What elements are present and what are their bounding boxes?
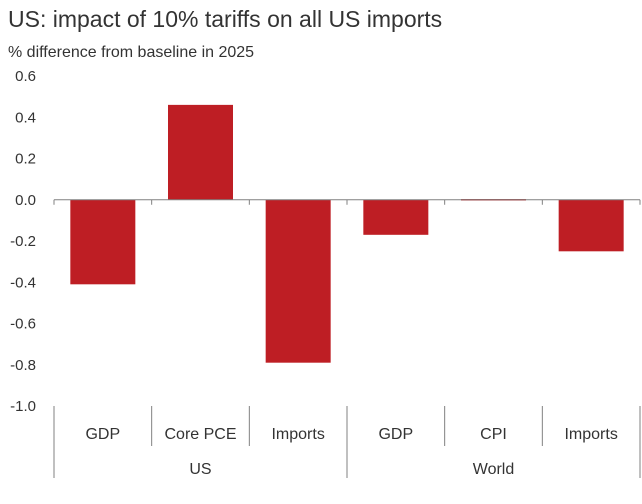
y-axis: 0.6 0.4 0.2 0.0 -0.2 -0.4 -0.6 -0.8 -1.0 bbox=[10, 68, 36, 415]
bar bbox=[363, 199, 429, 235]
chart-subtitle: % difference from baseline in 2025 bbox=[8, 44, 255, 61]
y-tick-label: -0.6 bbox=[10, 316, 36, 333]
category-label: GDP bbox=[378, 426, 413, 443]
bar-series bbox=[70, 104, 624, 363]
category-label: Imports bbox=[271, 426, 324, 443]
category-labels: GDP Core PCE Imports GDP CPI Imports bbox=[85, 426, 617, 443]
category-label: Core PCE bbox=[164, 426, 236, 443]
bar bbox=[168, 104, 233, 200]
y-tick-label: 0.4 bbox=[15, 109, 36, 126]
y-tick-label: -0.2 bbox=[10, 233, 36, 250]
group-label: World bbox=[473, 461, 515, 478]
y-tick-label: 0.0 bbox=[15, 192, 36, 209]
group-labels: US World bbox=[189, 461, 514, 478]
bar bbox=[265, 199, 331, 363]
bar bbox=[558, 199, 624, 252]
bar bbox=[70, 199, 136, 285]
y-tick-label: -0.8 bbox=[10, 357, 36, 374]
y-tick-label: 0.2 bbox=[15, 151, 36, 168]
category-label: CPI bbox=[480, 426, 507, 443]
y-tick-label: -0.4 bbox=[10, 274, 36, 291]
category-label: Imports bbox=[564, 426, 617, 443]
y-tick-label: -1.0 bbox=[10, 398, 36, 415]
group-label: US bbox=[189, 461, 211, 478]
x-axis bbox=[53, 199, 641, 478]
y-tick-label: 0.6 bbox=[15, 68, 36, 85]
category-label: GDP bbox=[85, 426, 120, 443]
chart-title: US: impact of 10% tariffs on all US impo… bbox=[8, 6, 443, 32]
